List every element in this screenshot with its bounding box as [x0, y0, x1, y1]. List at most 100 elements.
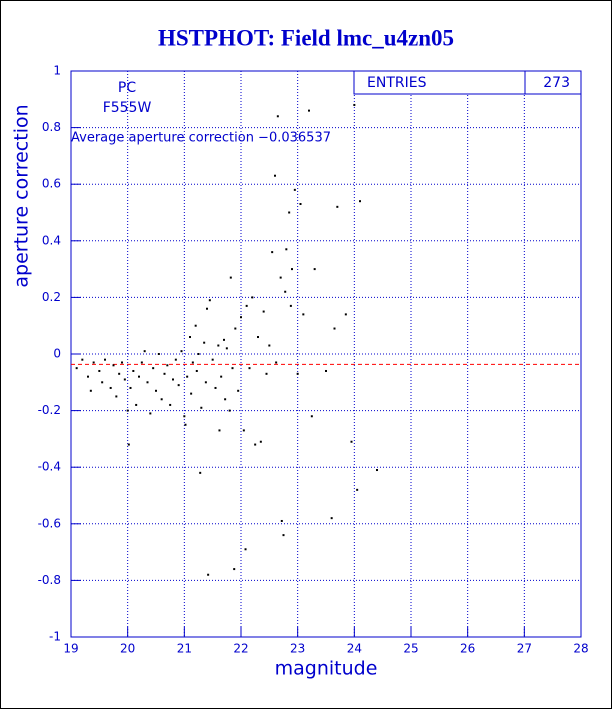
- point: [218, 429, 221, 432]
- point: [288, 211, 291, 214]
- point: [208, 299, 211, 302]
- point: [356, 488, 359, 491]
- point: [140, 361, 143, 364]
- annotation: Average aperture correction −0.036537: [71, 131, 331, 146]
- y-tick-label: 0.8: [42, 120, 61, 134]
- point: [204, 381, 207, 384]
- y-tick-label: 0.2: [42, 290, 61, 304]
- point: [214, 386, 217, 389]
- point: [262, 310, 265, 313]
- point: [200, 406, 203, 409]
- point: [353, 103, 356, 106]
- point: [289, 304, 292, 307]
- point: [127, 443, 130, 446]
- point: [231, 367, 234, 370]
- point: [211, 358, 214, 361]
- point: [81, 358, 84, 361]
- point: [146, 381, 149, 384]
- point: [313, 268, 316, 271]
- stats-label: ENTRIES: [367, 75, 427, 91]
- x-tick-label: 26: [460, 642, 475, 656]
- point: [101, 381, 104, 384]
- x-tick-label: 23: [290, 642, 305, 656]
- annotation: PC: [118, 80, 136, 96]
- annotation: F555W: [103, 100, 152, 116]
- point: [282, 534, 285, 537]
- point: [195, 369, 198, 372]
- chart-title: HSTPHOT: Field lmc_u4zn05: [158, 25, 454, 50]
- point: [280, 519, 283, 522]
- point: [135, 403, 138, 406]
- point: [274, 174, 276, 177]
- point: [276, 115, 279, 118]
- x-axis-label: magnitude: [275, 658, 378, 680]
- point: [183, 415, 186, 418]
- x-tick-label: 19: [63, 642, 78, 656]
- point: [191, 361, 194, 364]
- x-tick-label: 21: [177, 642, 192, 656]
- y-tick-label: -0.8: [38, 573, 61, 587]
- point: [279, 276, 282, 279]
- point: [174, 358, 177, 361]
- point: [166, 364, 169, 367]
- point: [118, 372, 121, 375]
- x-tick-label: 22: [233, 642, 248, 656]
- point: [240, 316, 242, 319]
- point: [310, 415, 313, 418]
- point: [244, 548, 247, 551]
- point: [126, 409, 129, 412]
- point: [121, 361, 123, 364]
- stats-box: [353, 70, 582, 95]
- point: [152, 367, 155, 370]
- point: [98, 369, 101, 372]
- point: [157, 353, 160, 355]
- point: [75, 367, 78, 370]
- point: [259, 440, 262, 443]
- point: [223, 338, 225, 341]
- point: [115, 395, 118, 398]
- point: [296, 372, 299, 375]
- x-tick-label: 27: [517, 642, 532, 656]
- point: [325, 369, 327, 372]
- point: [138, 375, 140, 378]
- point: [293, 188, 296, 191]
- point: [186, 375, 189, 378]
- point: [233, 568, 236, 571]
- point: [109, 386, 112, 389]
- point: [180, 350, 183, 353]
- point: [234, 327, 237, 330]
- y-tick-label: 1: [53, 64, 61, 78]
- y-tick-label: 0: [53, 347, 61, 361]
- point: [112, 364, 115, 367]
- point: [359, 200, 361, 203]
- point: [376, 469, 378, 472]
- y-axis-label: aperture correction: [11, 104, 33, 287]
- point: [229, 276, 232, 279]
- point: [330, 517, 333, 520]
- point: [268, 344, 271, 347]
- point: [248, 367, 251, 370]
- point: [92, 361, 95, 364]
- point: [217, 344, 220, 347]
- point: [172, 378, 174, 381]
- point: [129, 386, 132, 389]
- point: [169, 403, 172, 406]
- point: [194, 324, 197, 327]
- point: [251, 296, 254, 299]
- point: [143, 350, 146, 353]
- point: [291, 268, 293, 271]
- point: [197, 353, 200, 355]
- x-tick-label: 24: [347, 642, 362, 656]
- point: [203, 341, 206, 344]
- point: [104, 358, 106, 361]
- point: [160, 398, 163, 401]
- x-tick-label: 20: [120, 642, 135, 656]
- y-tick-label: -0.2: [38, 403, 61, 417]
- point: [333, 327, 336, 330]
- y-tick-label: -1: [49, 630, 61, 644]
- point: [184, 423, 187, 426]
- point: [285, 248, 288, 251]
- point: [207, 573, 210, 576]
